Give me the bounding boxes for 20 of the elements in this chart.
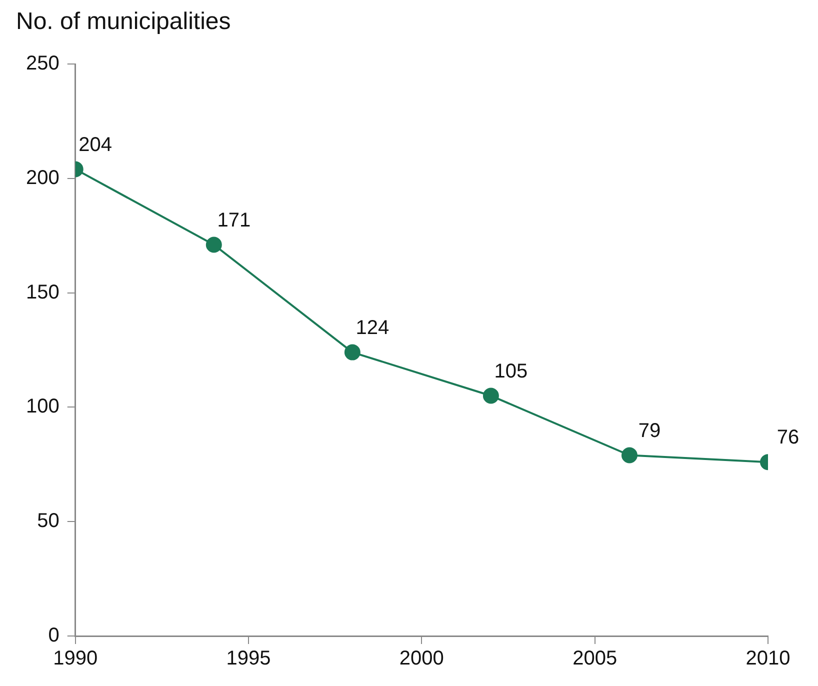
y-tick-label: 100 [26,396,60,418]
x-tick-label: 2010 [746,648,790,670]
x-tick-label: 2005 [572,648,618,670]
y-tick-label: 0 [48,624,60,647]
y-tick-label: 250 [26,52,60,75]
data-label: 204 [78,134,112,156]
y-tick-label: 200 [26,166,60,189]
data-label: 76 [776,426,800,449]
data-label: 79 [638,420,661,442]
y-tick-label: 150 [26,281,60,304]
x-tick-label: 1990 [53,648,98,670]
point [482,388,499,404]
y-axis-title: No. of municipalities [16,8,232,36]
data-label: 105 [494,360,528,382]
x-tick-label: 1995 [226,648,271,670]
point [344,344,360,360]
data-label: 171 [217,209,251,232]
data-label: 124 [356,316,390,339]
x-tick-label: 2000 [399,648,444,670]
y-tick-label: 50 [37,510,60,532]
